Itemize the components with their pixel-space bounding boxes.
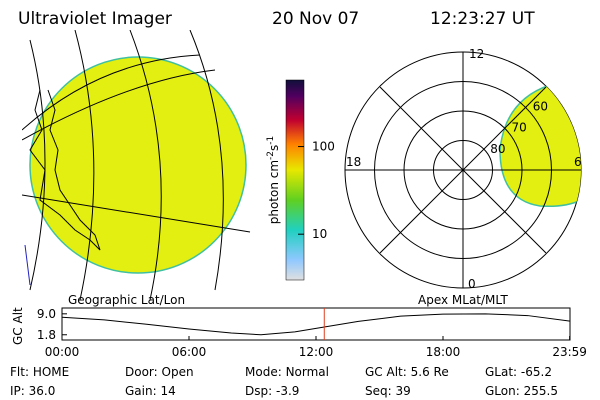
polar-label: Apex MLat/MLT [418,293,508,307]
field-value: 14 [160,384,175,398]
map-label: Geographic Lat/Lon [68,293,185,307]
x-tick-label: 06:00 [172,345,207,359]
mlt-label: 12 [469,47,484,61]
x-tick-label: 12:00 [299,345,334,359]
colorbar-tick-label: 100 [312,140,335,154]
status-field: Gain: 14 [125,384,176,398]
field-value: -3.9 [276,384,299,398]
field-value: 255.5 [524,384,558,398]
status-field: Door: Open [125,365,194,379]
altitude-line [61,313,571,336]
y-tick-label: 1.8 [37,328,56,342]
field-label: Mode: [245,365,282,379]
field-value: -65.2 [521,365,552,379]
status-field: IP: 36.0 [10,384,55,398]
field-label: GLon: [485,384,520,398]
polar-plot [344,51,582,289]
field-value: HOME [33,365,69,379]
y-tick-label: 9.0 [37,307,56,321]
field-value: 39 [396,384,411,398]
field-label: Door: [125,365,158,379]
colorbar-tick-label: 10 [312,227,327,241]
status-field: GLat: -65.2 [485,365,552,379]
lat-ring [374,81,552,259]
status-field: Mode: Normal [245,365,329,379]
field-value: Normal [286,365,329,379]
field-label: GC Alt: [365,365,407,379]
altitude-ylabel: GC Alt [11,307,25,345]
mlt-label: 6 [574,155,582,169]
colorbar [285,79,305,281]
instrument: Ultraviolet Imager [18,9,172,29]
lat-label: 80 [490,142,505,156]
colorbar-label: photon cm-2s-1 [266,136,281,225]
status-field: Dsp: -3.9 [245,384,299,398]
field-label: Dsp: [245,384,272,398]
field-value: Open [162,365,194,379]
field-label: Flt: [10,365,29,379]
lat-label: 70 [511,121,526,135]
lat-label: 60 [533,99,548,113]
field-value: 5.6 Re [411,365,449,379]
field-value: 36.0 [29,384,56,398]
time: 12:23:27 UT [430,9,535,29]
x-tick-label: 23:59 [552,345,587,359]
lat-ring [433,140,493,200]
status-field: GC Alt: 5.6 Re [365,365,449,379]
status-field: Seq: 39 [365,384,411,398]
status-field: GLon: 255.5 [485,384,558,398]
map-image [22,30,251,300]
field-label: GLat: [485,365,517,379]
field-label: IP: [10,384,25,398]
status-field: Flt: HOME [10,365,69,379]
field-label: Seq: [365,384,392,398]
x-tick-label: 18:00 [426,345,461,359]
x-tick-label: 00:00 [45,345,80,359]
altitude-frame [61,307,571,341]
mlt-label: 0 [468,277,476,291]
date: 20 Nov 07 [272,9,359,29]
mlt-label: 18 [346,155,361,169]
lat-ring [403,110,523,230]
field-label: Gain: [125,384,157,398]
